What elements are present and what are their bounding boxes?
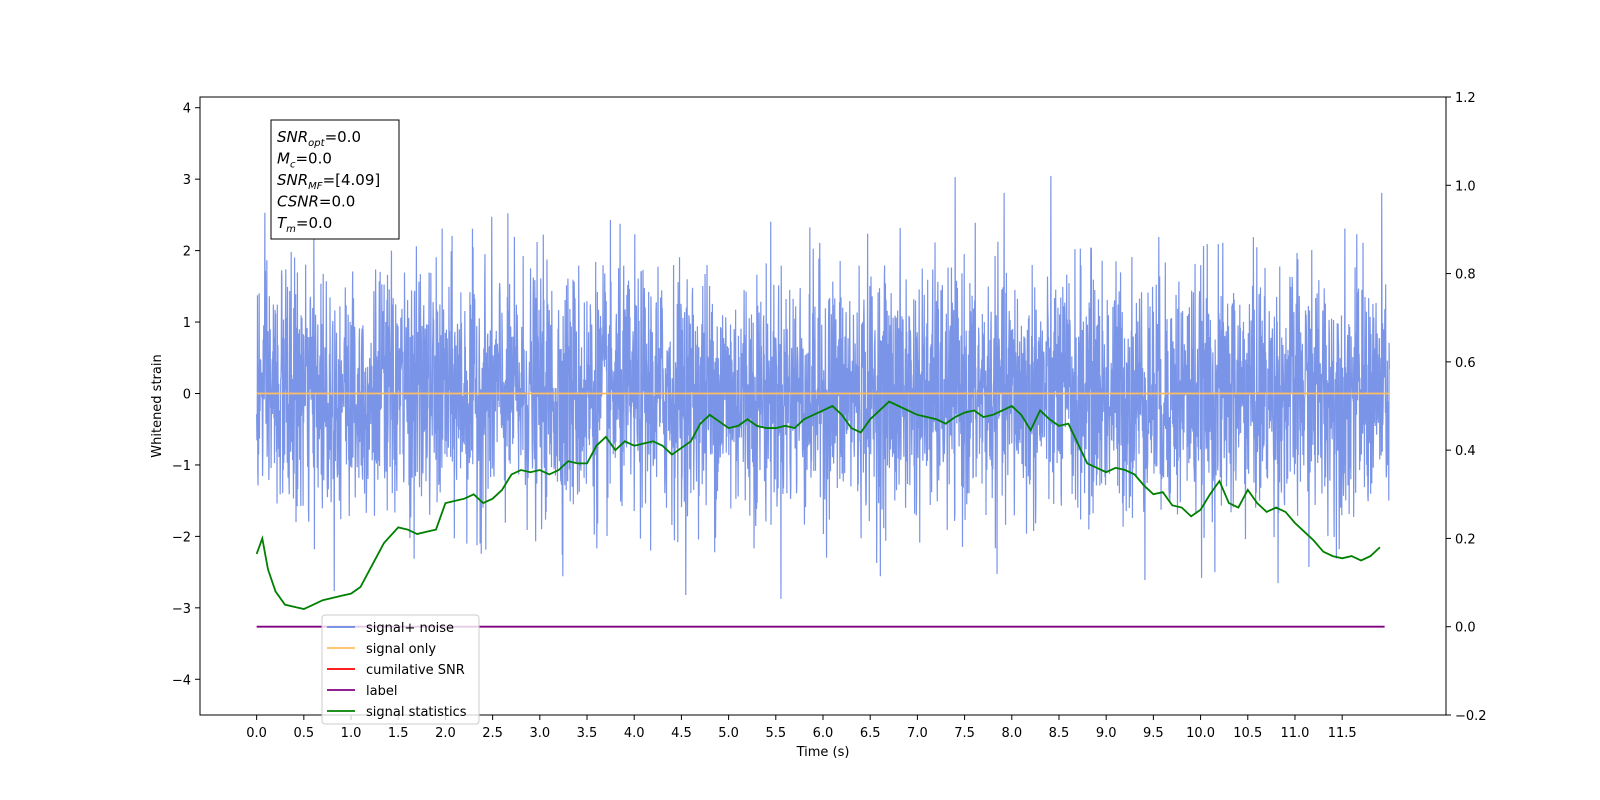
x-tick-label: 4.0	[624, 726, 645, 741]
info-box-line: CSNR=0.0	[277, 193, 355, 211]
x-tick-label: 11.0	[1280, 726, 1309, 741]
x-tick-label: 9.5	[1143, 726, 1164, 741]
legend-label: label	[366, 684, 397, 699]
y2-tick-label: 0.0	[1455, 621, 1476, 636]
y2-tick-label: 0.8	[1455, 268, 1476, 283]
signal-statistics-line	[255, 400, 1381, 611]
legend-label: cumilative SNR	[366, 663, 465, 678]
y-tick-label: 4	[183, 102, 191, 117]
x-tick-label: 10.5	[1233, 726, 1262, 741]
x-tick-label: 4.5	[671, 726, 692, 741]
y-tick-label: 3	[183, 173, 191, 188]
info-box-line: Mc=0.0	[277, 150, 332, 171]
legend-label: signal only	[366, 642, 436, 657]
y-tick-label: −4	[172, 673, 191, 688]
y2-tick-label: −0.2	[1455, 709, 1487, 724]
y-tick-label: −2	[172, 530, 191, 545]
x-tick-label: 7.0	[907, 726, 928, 741]
x-tick-label: 2.0	[435, 726, 456, 741]
x-axis: 0.0 0.5 1.0 1.5 2.0 2.5 3.0 3.5 4.0 4.5 5.0 5.5 6.0 6…	[246, 715, 1357, 741]
signal-noise-series	[256, 175, 1390, 599]
x-tick-label: 1.5	[388, 726, 409, 741]
info-box-frame	[270, 119, 400, 240]
x-tick-label: 5.5	[765, 726, 786, 741]
y-tick-label: 0	[183, 387, 191, 402]
signal-statistics-series	[255, 400, 1381, 611]
y-axis-label: Whitened strain	[150, 354, 165, 457]
x-tick-label: 0.0	[246, 726, 267, 741]
x-axis-label: Time (s)	[796, 745, 850, 760]
y-tick-label: −3	[172, 602, 191, 617]
info-box-line: SNRMF=[4.09]	[277, 171, 380, 192]
x-tick-label: 6.0	[813, 726, 834, 741]
y-tick-label: 2	[183, 245, 191, 260]
x-tick-label: 6.5	[860, 726, 881, 741]
x-tick-label: 7.5	[954, 726, 975, 741]
x-tick-label: 3.5	[577, 726, 598, 741]
y-tick-label: −1	[172, 459, 191, 474]
x-tick-label: 0.5	[293, 726, 314, 741]
x-tick-label: 10.0	[1186, 726, 1215, 741]
y2-tick-label: 0.2	[1455, 532, 1476, 547]
y-axis-right: −0.2 0.0 0.2 0.4 0.6 0.8 1.0 1.2	[1446, 91, 1487, 724]
info-box-line: SNRopt=0.0	[277, 128, 361, 149]
x-tick-label: 11.5	[1328, 726, 1357, 741]
x-tick-label: 8.0	[1001, 726, 1022, 741]
signal-noise-line	[256, 175, 1390, 599]
info-box-line: Tm=0.0	[277, 214, 332, 235]
legend-label: signal+ noise	[366, 621, 454, 636]
x-tick-label: 3.0	[529, 726, 550, 741]
y2-tick-label: 0.6	[1455, 356, 1476, 371]
x-tick-label: 2.5	[482, 726, 503, 741]
y-axis-left: −4 −3 −2 −1 0 1 2 3 4	[172, 102, 200, 688]
y2-tick-label: 1.0	[1455, 179, 1476, 194]
x-tick-label: 1.0	[341, 726, 362, 741]
y2-tick-label: 1.2	[1455, 91, 1476, 106]
legend-label: signal statistics	[366, 705, 467, 720]
x-tick-label: 9.0	[1096, 726, 1117, 741]
x-tick-label: 8.5	[1049, 726, 1070, 741]
legend: signal+ noise signal only cumilative SNR la…	[321, 614, 480, 725]
y-tick-label: 1	[183, 316, 191, 331]
legend-frame	[321, 614, 480, 725]
y2-tick-label: 0.4	[1455, 444, 1476, 459]
x-tick-label: 5.0	[718, 726, 739, 741]
